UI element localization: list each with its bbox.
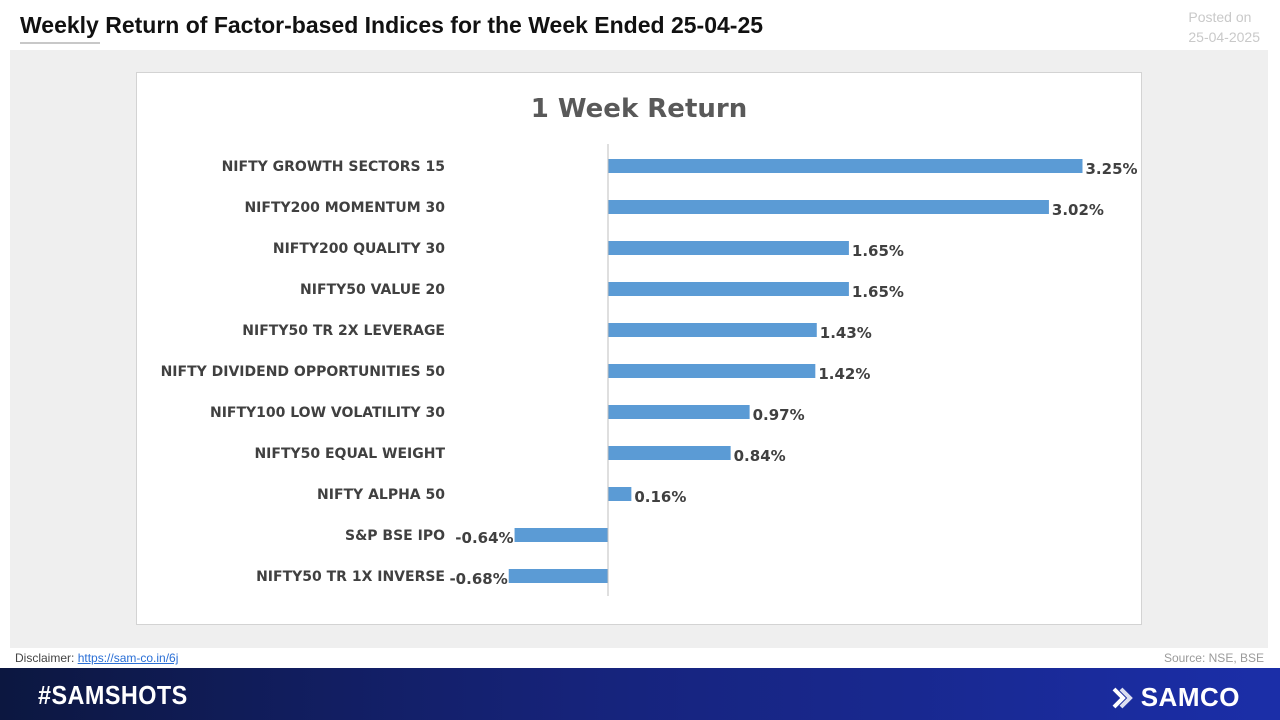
data-label: 3.02% [1052, 201, 1104, 219]
chart-panel: 1 Week Return NIFTY GROWTH SECTORS 15 3.2… [136, 72, 1142, 625]
data-label: 3.25% [1086, 160, 1138, 178]
data-label: 0.16% [634, 488, 686, 506]
footer-banner: #SAMSHOTS SAMCO [0, 668, 1280, 720]
disclaimer-label: Disclaimer: [15, 651, 75, 665]
bar [608, 323, 817, 337]
data-label: 1.43% [820, 324, 872, 342]
data-label: -0.68% [449, 570, 507, 588]
bar [514, 528, 608, 542]
disclaimer: Disclaimer: https://sam-co.in/6j [15, 651, 178, 665]
page-title: Weekly Return of Factor-based Indices fo… [20, 12, 764, 38]
bar [608, 282, 849, 296]
data-label: 1.42% [818, 365, 870, 383]
hashtag: #SAMSHOTS [38, 680, 188, 710]
bar [608, 446, 731, 460]
data-label: 0.84% [734, 447, 786, 465]
category-label: NIFTY200 QUALITY 30 [273, 241, 445, 257]
brand-logo: SAMCO [1111, 682, 1240, 713]
data-label: 1.65% [852, 283, 904, 301]
category-label: NIFTY50 TR 1X INVERSE [256, 569, 445, 585]
category-label: NIFTY DIVIDEND OPPORTUNITIES 50 [161, 364, 446, 380]
bar [608, 364, 816, 378]
disclaimer-link[interactable]: https://sam-co.in/6j [77, 651, 179, 665]
data-label: 1.65% [852, 242, 904, 260]
data-label: -0.64% [455, 529, 513, 547]
bar-chart: 1 Week Return NIFTY GROWTH SECTORS 15 3.2… [161, 94, 1138, 596]
category-label: NIFTY200 MOMENTUM 30 [244, 200, 445, 216]
category-label: NIFTY GROWTH SECTORS 15 [222, 159, 445, 175]
source-note: Source: NSE, BSE [1163, 651, 1264, 665]
bar [608, 487, 632, 501]
posted-date: Posted on 25-04-2025 [1188, 7, 1260, 47]
posted-value: 25-04-2025 [1188, 29, 1260, 45]
category-label: S&P BSE IPO [345, 528, 445, 544]
chart-title: 1 Week Return [531, 94, 747, 124]
bar [608, 200, 1049, 214]
category-label: NIFTY100 LOW VOLATILITY 30 [210, 405, 445, 421]
samco-logo-icon [1112, 687, 1133, 708]
category-label: NIFTY50 VALUE 20 [300, 282, 445, 298]
category-label: NIFTY ALPHA 50 [317, 487, 445, 503]
bar [608, 241, 849, 255]
bar [608, 405, 750, 419]
bar [508, 569, 608, 583]
bars-layer: NIFTY GROWTH SECTORS 15 3.25% NIFTY200 MOM… [161, 159, 1138, 588]
brand-name: SAMCO [1140, 682, 1240, 712]
data-label: 0.97% [753, 406, 805, 424]
category-label: NIFTY50 TR 2X LEVERAGE [242, 323, 445, 339]
posted-label: Posted on [1188, 9, 1252, 25]
category-label: NIFTY50 EQUAL WEIGHT [254, 446, 445, 462]
header: Weekly Return of Factor-based Indices fo… [0, 0, 1280, 50]
bar [608, 159, 1083, 173]
title-underline [20, 42, 100, 44]
